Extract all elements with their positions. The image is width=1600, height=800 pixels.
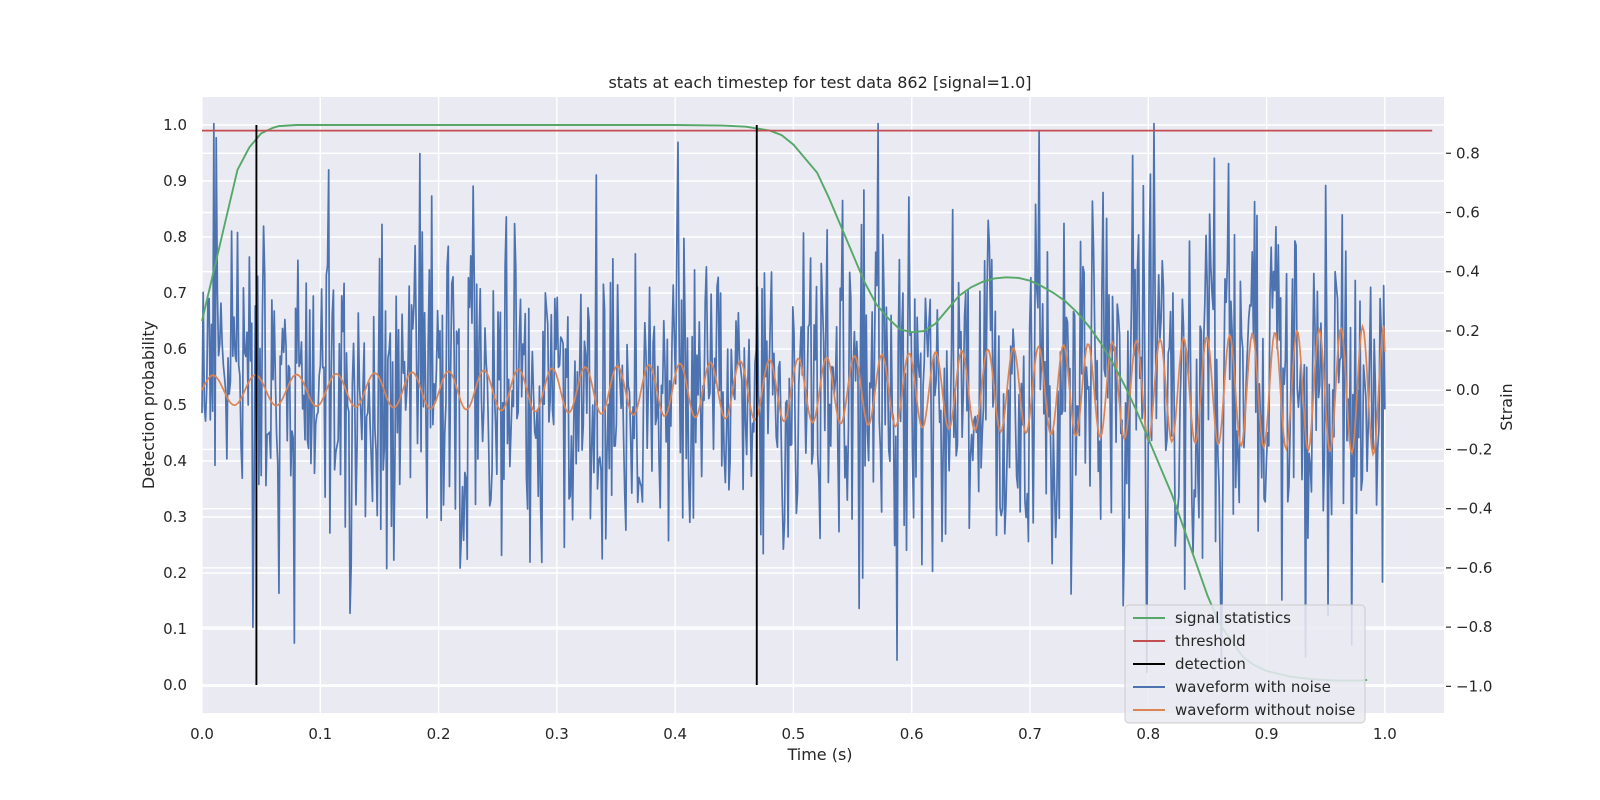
left-axis-ticks: 0.0 0.1 0.2 0.3 0.4 0.5 0.6 0.7 0.8 0.9 1.0 — [163, 116, 187, 694]
series-waveform-without-noise — [201, 323, 1386, 457]
y-tick-label-left-4: 0.4 — [163, 452, 187, 470]
legend: signal statistics threshold detection wavef… — [1124, 604, 1366, 724]
y-tick-label-right-4: −0.2 — [1456, 440, 1492, 458]
y-tick-label-left-2: 0.2 — [163, 564, 187, 582]
x-tick-label-1: 0.1 — [308, 725, 332, 743]
legend-label-3: waveform with noise — [1175, 678, 1331, 696]
legend-label-4: waveform without noise — [1175, 701, 1355, 719]
y-tick-label-right-9: 0.8 — [1456, 144, 1480, 162]
y-tick-label-left-6: 0.6 — [163, 340, 187, 358]
legend-box — [1124, 604, 1366, 724]
series-layer — [201, 122, 1433, 685]
x-tick-label-9: 0.9 — [1255, 725, 1279, 743]
y-axis-label-left: Detection probability — [139, 321, 158, 489]
x-tick-label-7: 0.7 — [1018, 725, 1042, 743]
y-tick-label-left-3: 0.3 — [163, 508, 187, 526]
y-axis-label-right: Strain — [1497, 383, 1516, 430]
y-tick-label-left-10: 1.0 — [163, 116, 187, 134]
x-tick-label-2: 0.2 — [427, 725, 451, 743]
x-tick-label-4: 0.4 — [663, 725, 687, 743]
x-axis-label: Time (s) — [786, 745, 852, 764]
legend-label-0: signal statistics — [1175, 609, 1291, 627]
right-axis-ticks: −1.0 −0.8 −0.6 −0.4 −0.2 0.0 0.2 0.4 0.6 0.8 — [1446, 144, 1492, 695]
x-axis-ticks: 0.0 0.1 0.2 0.3 0.4 0.5 0.6 0.7 0.8 0.9 1.0 — [190, 725, 1397, 743]
y-tick-label-left-1: 0.1 — [163, 620, 187, 638]
legend-label-1: threshold — [1175, 632, 1246, 650]
chart-title: stats at each timestep for test data 862… — [608, 73, 1031, 92]
y-tick-label-right-1: −0.8 — [1456, 618, 1492, 636]
y-tick-label-left-8: 0.8 — [163, 228, 187, 246]
x-tick-label-10: 1.0 — [1373, 725, 1397, 743]
x-tick-label-6: 0.6 — [900, 725, 924, 743]
y-tick-label-left-9: 0.9 — [163, 172, 187, 190]
x-tick-label-3: 0.3 — [545, 725, 569, 743]
y-tick-label-left-5: 0.5 — [163, 396, 187, 414]
y-tick-label-left-7: 0.7 — [163, 284, 187, 302]
grid-lines — [201, 97, 1444, 713]
y-tick-label-right-0: −1.0 — [1456, 677, 1492, 695]
y-tick-label-right-8: 0.6 — [1456, 204, 1480, 222]
y-tick-label-right-2: −0.6 — [1456, 559, 1492, 577]
legend-label-2: detection — [1175, 655, 1246, 673]
x-tick-label-8: 0.8 — [1136, 725, 1160, 743]
x-tick-label-5: 0.5 — [781, 725, 805, 743]
y-tick-label-left-0: 0.0 — [163, 676, 187, 694]
y-tick-label-right-6: 0.2 — [1456, 322, 1480, 340]
x-tick-label-0: 0.0 — [190, 725, 214, 743]
y-tick-label-right-3: −0.4 — [1456, 500, 1492, 518]
series-signal-statistics — [201, 124, 1368, 682]
y-tick-label-right-7: 0.4 — [1456, 263, 1480, 281]
y-tick-label-right-5: 0.0 — [1456, 381, 1480, 399]
